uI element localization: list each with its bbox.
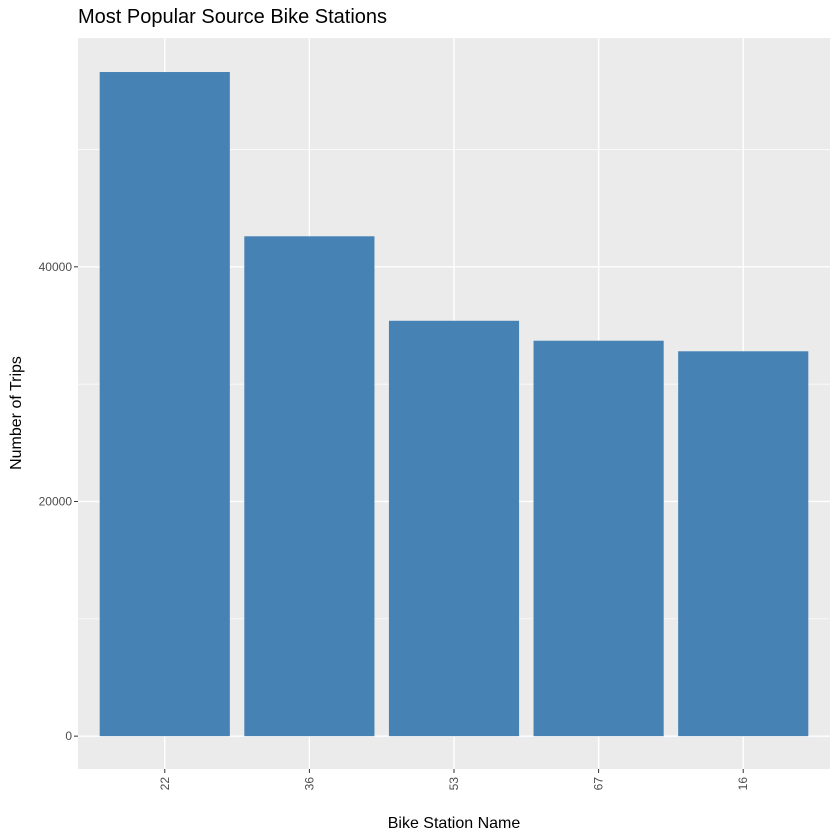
- bars: [99, 72, 809, 737]
- bar-22: [99, 72, 230, 737]
- y-axis: 0 20000 40000: [39, 260, 78, 743]
- y-tick-label: 20000: [39, 494, 73, 508]
- bar-53: [388, 320, 520, 737]
- y-axis-label: Number of Trips: [8, 356, 25, 470]
- bar-36: [244, 236, 375, 737]
- x-tick-label: 16: [736, 777, 750, 791]
- x-axis-label: Bike Station Name: [388, 815, 521, 832]
- bar-16: [678, 351, 809, 737]
- chart-title: Most Popular Source Bike Stations: [78, 6, 387, 28]
- bar-67: [533, 340, 664, 737]
- y-tick-label: 40000: [39, 260, 73, 274]
- x-tick-label: 67: [592, 777, 606, 791]
- x-tick-label: 53: [447, 777, 461, 791]
- x-axis: 22 36 53 67 16: [158, 769, 750, 790]
- x-tick-label: 22: [158, 777, 172, 791]
- x-tick-label: 36: [302, 777, 316, 791]
- y-tick-label: 0: [65, 729, 72, 743]
